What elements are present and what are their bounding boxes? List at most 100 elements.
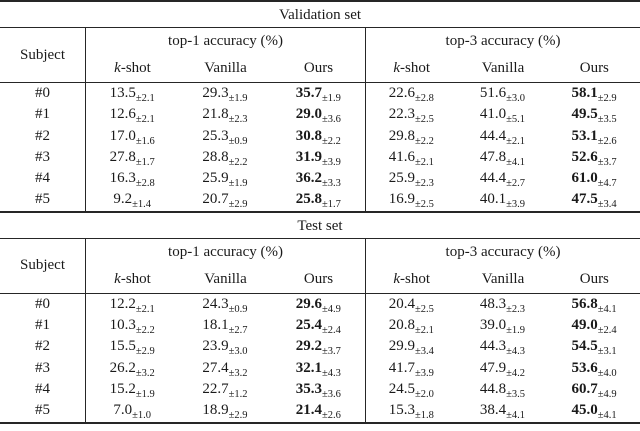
metric-mean: 25.3 xyxy=(202,127,229,144)
metric-mean: 31.9 xyxy=(295,148,322,165)
kshot-top3-cell: 29.8±2.2 xyxy=(364,125,457,147)
metric-std: ±2.2 xyxy=(322,135,341,147)
ours-top1-cell: 21.4±2.6 xyxy=(272,400,365,421)
metric-std: ±4.0 xyxy=(597,367,617,379)
metric-mean: 15.5 xyxy=(109,338,136,355)
vanilla-top3-cell: 44.4±2.7 xyxy=(457,168,549,189)
metric-mean: 18.9 xyxy=(202,402,229,419)
subject-cell: #2 xyxy=(35,127,50,144)
metric-std: ±2.4 xyxy=(322,325,341,337)
metric-std: ±4.1 xyxy=(506,156,526,168)
metric-std: ±1.0 xyxy=(132,410,151,422)
top3-accuracy-group-header: top-3 accuracy (%) xyxy=(365,238,640,266)
kshot-top3-cell: 20.8±2.1 xyxy=(364,315,457,337)
validation-header: Subject top-1 accuracy (%) top-3 accurac… xyxy=(0,28,640,83)
top3-accuracy-group-header: top-3 accuracy (%) xyxy=(365,28,640,55)
vanilla-top1-cell: 25.3±0.9 xyxy=(178,126,271,147)
test-section: Test set Subject top-1 accuracy (%) top-… xyxy=(0,213,640,422)
metric-mean: 49.5 xyxy=(571,106,598,123)
ours-top1-cell: 29.2±3.7 xyxy=(272,336,365,357)
metric-std: ±1.9 xyxy=(135,388,155,400)
vanilla-top1-cell: 20.7±2.9 xyxy=(178,189,271,210)
metric-std: ±2.4 xyxy=(597,325,617,337)
vanilla-top3-cell: 44.3±4.3 xyxy=(457,336,549,357)
metric-mean: 7.0 xyxy=(113,402,133,419)
metric-mean: 25.4 xyxy=(295,317,322,334)
top3-subheader-row: k-shot Vanilla Ours xyxy=(365,265,640,293)
ours-column-header: Ours xyxy=(579,270,609,287)
metric-std: ±1.2 xyxy=(228,388,248,400)
metric-std: ±3.3 xyxy=(322,178,341,190)
metric-mean: 10.3 xyxy=(109,317,136,334)
kshot-column-header: k-shot xyxy=(366,266,457,293)
metric-std: ±2.9 xyxy=(135,346,155,358)
metric-mean: 28.8 xyxy=(202,148,229,165)
ours-top1-cell: 29.6±4.9 xyxy=(272,294,365,315)
metric-std: ±0.9 xyxy=(228,135,248,147)
metric-std: ±4.2 xyxy=(506,367,526,379)
metric-std: ±2.1 xyxy=(135,303,155,315)
kshot-top1-cell: 7.0±1.0 xyxy=(85,400,178,422)
ours-top3-cell: 49.0±2.4 xyxy=(548,315,640,336)
metric-mean: 16.3 xyxy=(109,170,136,187)
table-row: #2 15.5±2.9 23.9±3.0 29.2±3.7 29.9±3.4 4… xyxy=(0,336,640,358)
vanilla-column-header: Vanilla xyxy=(204,270,247,287)
validation-section: Validation set Subject top-1 accuracy (%… xyxy=(0,2,640,211)
metric-std: ±2.1 xyxy=(414,156,434,168)
kshot-top3-cell: 15.3±1.8 xyxy=(364,400,457,422)
metric-mean: 22.3 xyxy=(388,106,415,123)
metric-std: ±0.9 xyxy=(228,303,248,315)
metric-mean: 20.7 xyxy=(202,191,229,208)
kshot-k-italic: k xyxy=(114,270,121,287)
ours-top3-cell: 47.5±3.4 xyxy=(548,189,640,210)
metric-mean: 51.6 xyxy=(479,85,507,101)
metric-std: ±4.9 xyxy=(322,303,341,315)
vanilla-top1-cell: 18.1±2.7 xyxy=(178,315,271,336)
kshot-k-italic: k xyxy=(393,270,400,287)
metric-std: ±2.7 xyxy=(228,325,248,337)
vanilla-top1-cell: 24.3±0.9 xyxy=(178,294,271,315)
metric-std: ±3.9 xyxy=(506,199,526,211)
kshot-suffix: -shot xyxy=(400,60,430,76)
ours-top1-cell: 35.3±3.6 xyxy=(272,379,365,400)
vanilla-column-header: Vanilla xyxy=(204,60,247,76)
ours-top3-cell: 60.7±4.9 xyxy=(548,379,640,400)
kshot-top1-cell: 16.3±2.8 xyxy=(85,168,178,190)
vanilla-top1-cell: 21.8±2.3 xyxy=(178,104,271,125)
metric-std: ±3.2 xyxy=(228,367,248,379)
metric-std: ±3.7 xyxy=(322,346,341,358)
ours-top1-cell: 25.8±1.7 xyxy=(272,189,365,210)
vanilla-top3-cell: 44.4±2.1 xyxy=(457,126,549,147)
kshot-top1-cell: 15.2±1.9 xyxy=(85,378,178,401)
metric-std: ±4.1 xyxy=(597,410,617,422)
top1-accuracy-group-header: top-1 accuracy (%) xyxy=(85,28,365,55)
kshot-top3-cell: 24.5±2.0 xyxy=(364,378,457,401)
metric-mean: 24.3 xyxy=(202,295,229,312)
metric-std: ±3.5 xyxy=(506,388,526,400)
metric-std: ±1.7 xyxy=(322,199,341,211)
metric-mean: 49.0 xyxy=(571,317,598,334)
kshot-suffix: -shot xyxy=(120,270,151,287)
table-row: #4 15.2±1.9 22.7±1.2 35.3±3.6 24.5±2.0 4… xyxy=(0,378,640,401)
metric-mean: 61.0 xyxy=(571,170,598,187)
metric-mean: 29.8 xyxy=(388,127,415,144)
metric-std: ±2.1 xyxy=(506,135,526,147)
vanilla-top1-cell: 18.9±2.9 xyxy=(178,400,271,421)
metric-mean: 44.4 xyxy=(479,127,507,144)
vanilla-top1-cell: 29.3±1.9 xyxy=(178,83,271,104)
ours-top3-cell: 45.0±4.1 xyxy=(548,400,640,421)
kshot-top1-cell: 27.8±1.7 xyxy=(85,146,178,169)
metric-std: ±3.1 xyxy=(597,346,617,358)
table-row: #5 9.2±1.4 20.7±2.9 25.8±1.7 16.9±2.5 40… xyxy=(0,189,640,211)
metric-mean: 30.8 xyxy=(295,127,322,144)
ours-column-header: Ours xyxy=(579,60,609,76)
vanilla-top3-cell: 48.3±2.3 xyxy=(457,294,549,315)
metric-std: ±2.3 xyxy=(506,303,526,315)
metric-mean: 47.8 xyxy=(479,148,507,165)
metric-mean: 48.3 xyxy=(479,295,507,312)
metric-std: ±2.1 xyxy=(135,93,155,104)
metric-mean: 27.8 xyxy=(109,148,136,165)
metric-mean: 39.0 xyxy=(479,317,507,334)
metric-mean: 41.0 xyxy=(479,106,507,123)
